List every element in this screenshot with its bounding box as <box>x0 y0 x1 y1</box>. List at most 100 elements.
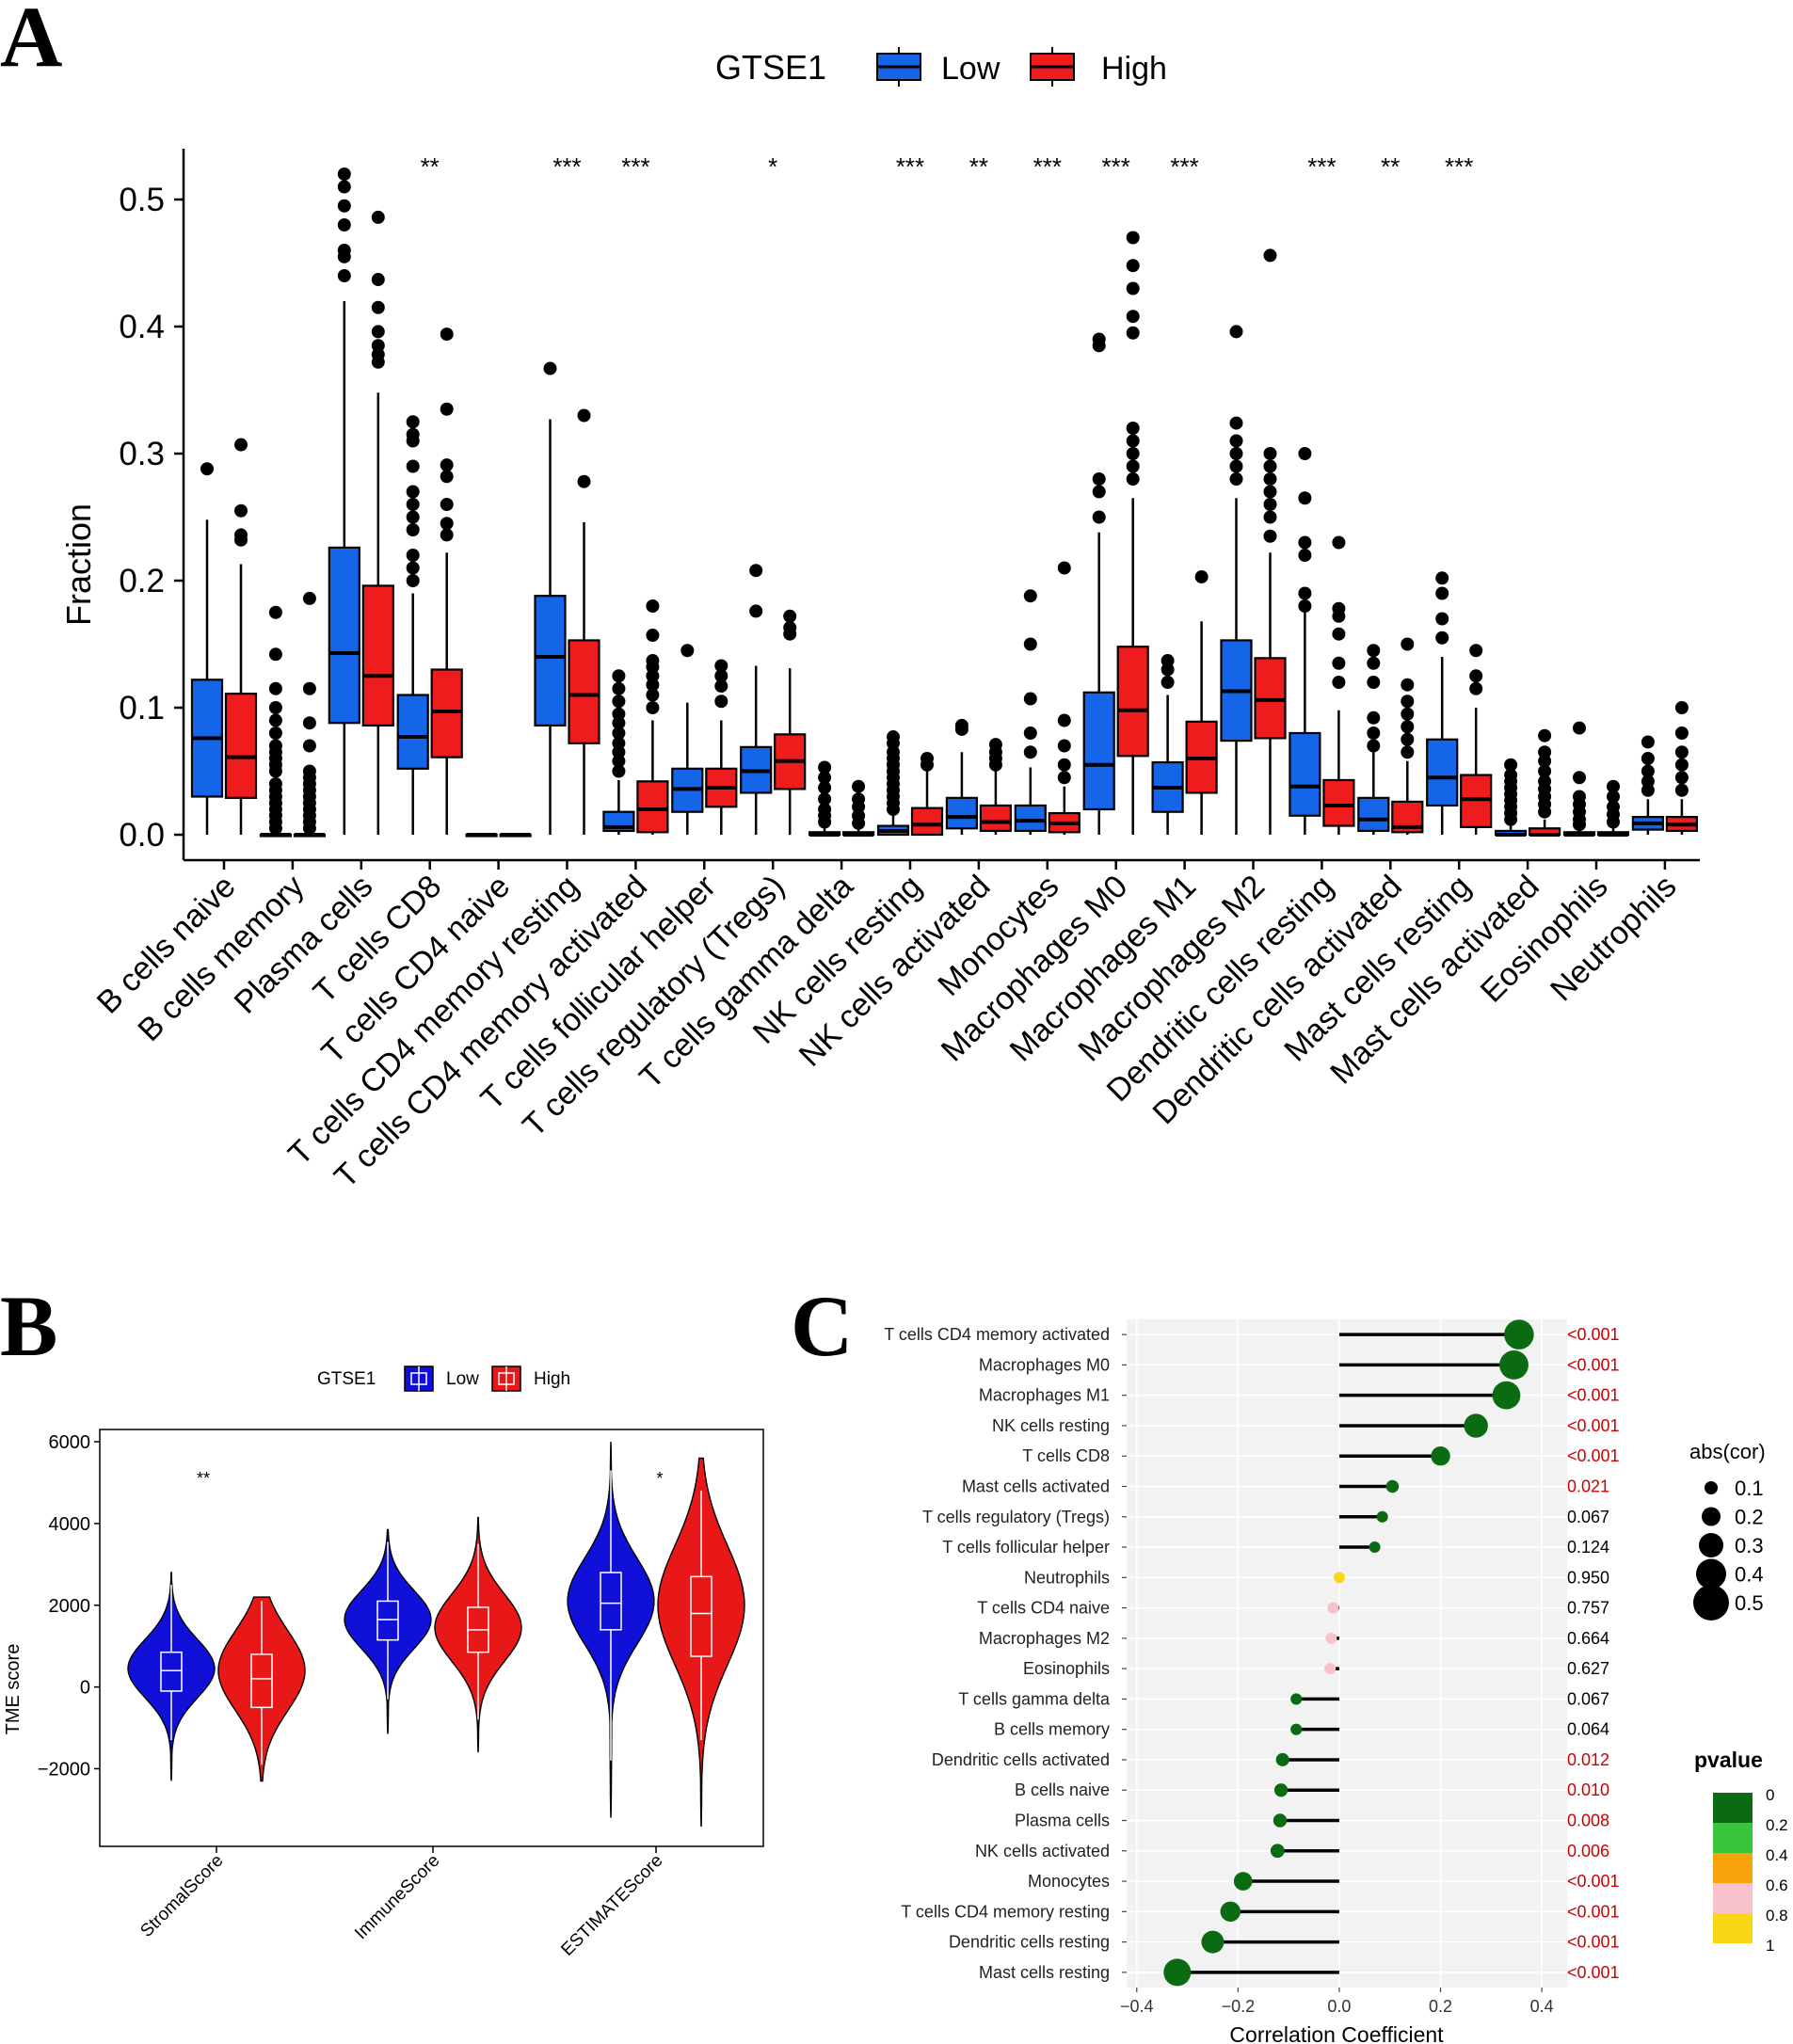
panel-b-category-label: ESTIMATEScore <box>557 1851 666 1960</box>
panel-a-outlier-point <box>1229 472 1243 486</box>
panel-a-outlier-point <box>302 716 316 730</box>
panel-a-outlier-point <box>440 458 454 472</box>
panel-b-violin-low <box>344 1528 432 1734</box>
panel-c-size-legend: abs(cor) 0.1 0.2 0.3 0.4 0.5 <box>1689 1440 1766 1621</box>
panel-a-outlier-point <box>749 564 763 578</box>
panel-c-xtick-label: 0.2 <box>1429 1997 1452 2016</box>
panel-c-lollipop-point <box>1201 1930 1225 1954</box>
panel-b-letter: B <box>0 1278 57 1374</box>
panel-a-ylabel: Fraction <box>59 503 98 626</box>
panel-b-plot-frame <box>99 1429 764 1847</box>
panel-a-outlier-point <box>1229 447 1243 460</box>
panel-a-outlier-point <box>1229 416 1243 430</box>
panel-a-outlier-point <box>1023 745 1037 759</box>
panel-a-box-high <box>1116 646 1149 758</box>
panel-b-category-label: StromalScore <box>136 1851 227 1941</box>
panel-c-row-label: Neutrophils <box>1024 1568 1110 1587</box>
panel-a-outlier-point <box>1674 727 1689 740</box>
panel-a-outlier-point <box>1229 434 1243 448</box>
panel-a-ytick-label: 0.0 <box>119 817 165 854</box>
panel-a-outlier-point <box>302 681 316 695</box>
panel-a-outlier-point <box>852 792 866 806</box>
panel-a-outlier-point <box>1023 727 1037 740</box>
panel-a-outlier-point <box>783 620 797 634</box>
panel-c-pvalue-label: <0.001 <box>1567 1416 1620 1435</box>
panel-a-outlier-point <box>1332 535 1346 550</box>
panel-c-lollipop-point <box>1327 1602 1339 1614</box>
panel-a-outlier-point <box>1401 637 1415 651</box>
panel-a-outlier-point <box>1263 485 1277 499</box>
panel-a-box-low <box>1082 691 1115 811</box>
panel-a-outlier-point <box>1367 676 1381 689</box>
panel-c-lollipop-point <box>1325 1632 1337 1644</box>
panel-a-outlier-point <box>1161 676 1175 689</box>
panel-c-row-label: Macrophages M0 <box>979 1355 1110 1374</box>
size-legend-label: 0.1 <box>1735 1477 1764 1500</box>
panel-a-outlier-point <box>268 739 282 753</box>
panel-c-lollipop-point <box>1290 1723 1303 1735</box>
panel-a-outlier-point <box>612 707 626 721</box>
panel-a-outlier-point <box>406 427 420 441</box>
panel-c-pvalue-label: 0.021 <box>1567 1477 1609 1496</box>
panel-c-lollipop-point <box>1431 1446 1450 1466</box>
panel-a-outlier-point <box>1469 669 1483 683</box>
panel-a-outlier-point <box>887 730 900 744</box>
panel-a-outlier-point <box>612 695 626 709</box>
panel-a-outlier-point <box>406 561 420 575</box>
panel-c-row-label: T cells CD8 <box>1022 1446 1110 1465</box>
panel-a-outlier-point <box>1674 758 1689 772</box>
panel-a-outlier-point <box>1538 728 1552 743</box>
panel-a-outlier-point <box>1023 589 1037 603</box>
panel-a-outlier-point <box>1023 692 1037 706</box>
panel-a-outlier-point <box>1332 656 1346 670</box>
color-legend-label: 0 <box>1766 1786 1774 1804</box>
panel-c-lollipop-point <box>1220 1901 1241 1923</box>
panel-b-ytick-label: 2000 <box>49 1596 91 1617</box>
panel-a-ytick-label: 0.4 <box>119 309 165 345</box>
color-legend-label: 0.2 <box>1766 1816 1788 1834</box>
panel-a-outlier-point <box>1401 707 1415 721</box>
panel-a-outlier-point <box>1538 774 1552 789</box>
color-legend-label: 0.6 <box>1766 1876 1788 1894</box>
panel-a-boxplot: Fraction 0.00.10.20.30.40.5B cells naive… <box>59 149 1700 1195</box>
panel-a-outlier-point <box>818 792 832 806</box>
panel-b-inner-box <box>690 1575 712 1657</box>
panel-a-outlier-point <box>714 695 728 709</box>
panel-a-outlier-point <box>268 647 282 662</box>
panel-c-lollipop-point <box>1492 1381 1521 1410</box>
panel-a-outlier-point <box>302 591 316 605</box>
panel-c-pvalue-label: 0.757 <box>1567 1599 1609 1618</box>
color-legend-label: 0.4 <box>1766 1846 1788 1864</box>
panel-a-outlier-point <box>818 760 832 774</box>
panel-a-outlier-point <box>1092 510 1106 524</box>
panel-a-outlier-point <box>612 764 626 778</box>
size-legend-title: abs(cor) <box>1689 1440 1766 1463</box>
panel-c-pvalue-label: <0.001 <box>1567 1933 1620 1952</box>
panel-a-legend-title: GTSE1 <box>715 48 826 87</box>
panel-a-outlier-point <box>1674 701 1689 714</box>
panel-a-outlier-point <box>1607 790 1620 804</box>
panel-a-significance-marker: ** <box>1381 152 1400 181</box>
panel-a-outlier-point <box>1641 764 1655 778</box>
panel-c-lollipop-point <box>1464 1413 1488 1438</box>
panel-a-box-high <box>1322 778 1355 827</box>
panel-c-xtick-label: 0.0 <box>1327 1997 1351 2016</box>
panel-a-outlier-point <box>1126 459 1140 473</box>
panel-a-outlier-point <box>1367 727 1381 740</box>
panel-a-outlier-point <box>1367 644 1381 658</box>
panel-a-outlier-point <box>818 803 832 816</box>
size-legend-dot <box>1699 1533 1723 1557</box>
panel-a-significance-marker: *** <box>896 152 924 181</box>
panel-c-xlabel: Correlation Coefficient <box>1229 2022 1444 2044</box>
panel-a-outlier-point <box>268 681 282 695</box>
panel-c-row-label: Dendritic cells resting <box>949 1933 1110 1952</box>
panel-a-legend-high-label: High <box>1101 51 1167 87</box>
panel-c-lollipop: −0.4 −0.2 0.0 0.2 0.4 T cells CD4 memory acti… <box>884 1319 1620 2044</box>
size-legend-label: 0.5 <box>1735 1591 1764 1615</box>
panel-b-inner-box <box>600 1572 622 1631</box>
panel-a-outlier-point <box>1641 735 1655 749</box>
panel-a-outlier-point <box>1401 745 1415 759</box>
panel-a-significance-marker: *** <box>1033 152 1062 181</box>
panel-a-outlier-point <box>1161 654 1175 668</box>
panel-a-outlier-point <box>1332 601 1346 615</box>
